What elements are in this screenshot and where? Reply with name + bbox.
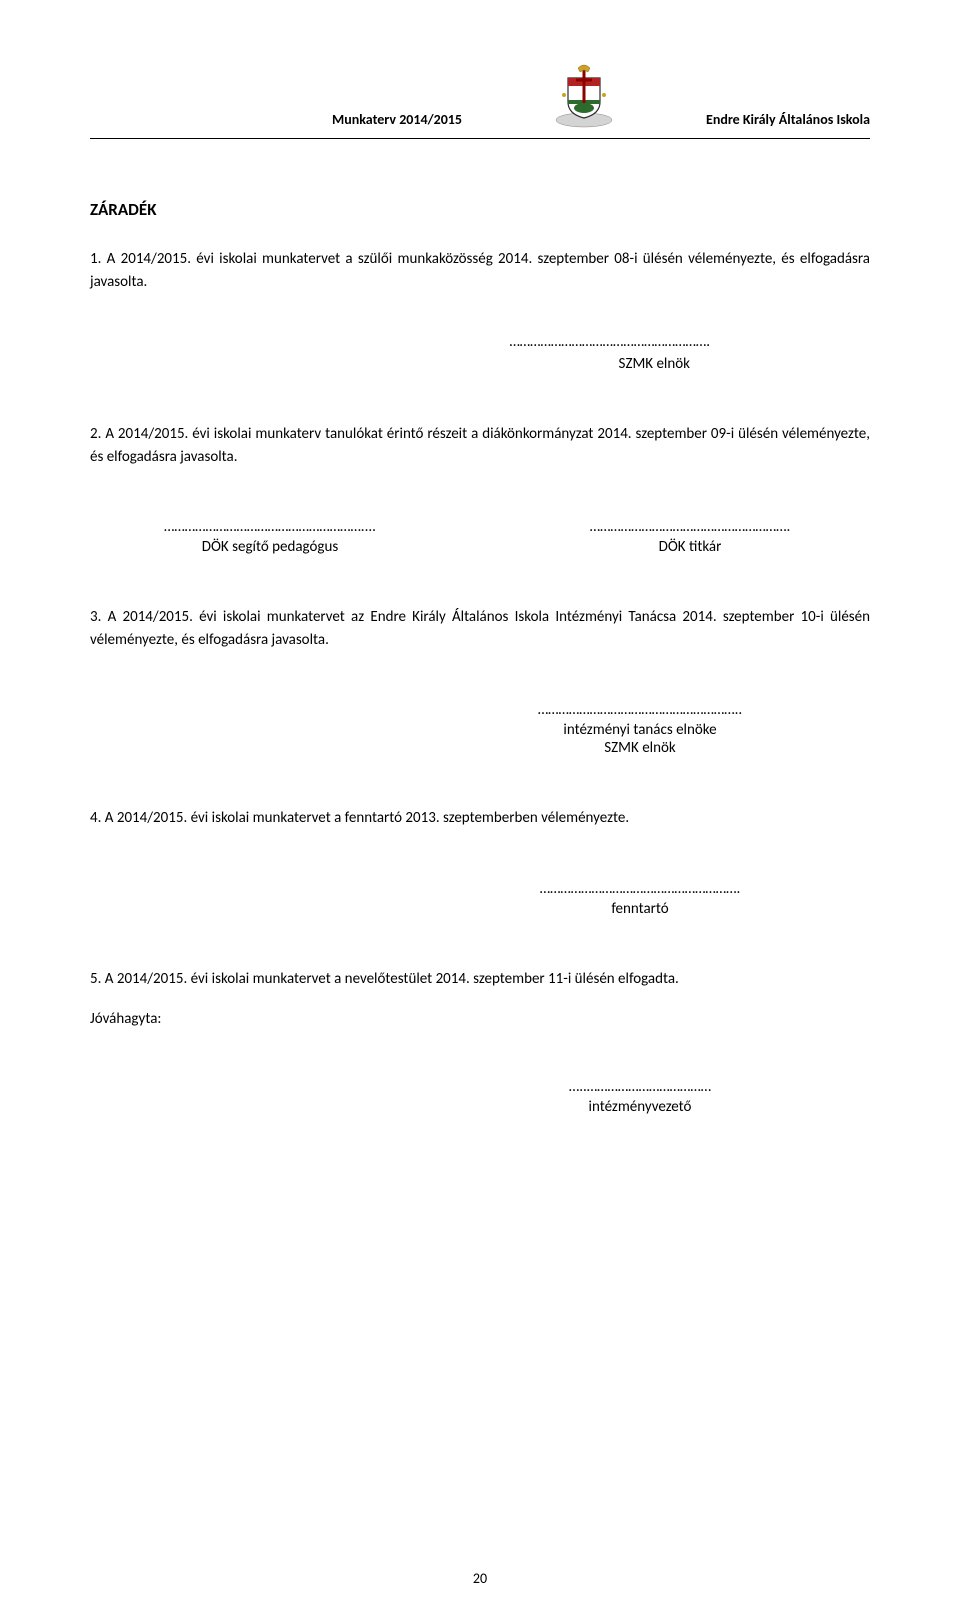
- signature-block-3: ………………………………………………….. intézményi tanács …: [90, 701, 870, 757]
- crest-svg: [552, 60, 616, 130]
- header-left-title: Munkaterv 2014/2015: [332, 111, 462, 130]
- paragraph-3: 3. A 2014/2015. évi iskolai munkatervet …: [90, 606, 870, 651]
- signature-5-line: …..………………………………: [410, 1078, 870, 1096]
- signature-2a-line: …………………………………………………....: [130, 518, 410, 536]
- signature-2a: ………………………………………………….... DÖK segítő pedag…: [130, 518, 410, 556]
- signature-4-line: ………………………………………………….: [410, 880, 870, 898]
- signature-1-line: ………………………………………………….: [90, 333, 870, 351]
- signature-2a-label: DÖK segítő pedagógus: [130, 538, 410, 556]
- signature-2b-line: ………………………………………………….: [550, 518, 830, 536]
- paragraph-5: 5. A 2014/2015. évi iskolai munkatervet …: [90, 968, 870, 991]
- school-crest: [552, 60, 616, 130]
- signature-3-label-2: SZMK elnök: [410, 739, 870, 757]
- signature-4-label: fenntartó: [410, 900, 870, 918]
- section-title: ZÁRADÉK: [90, 199, 870, 220]
- paragraph-1: 1. A 2014/2015. évi iskolai munkatervet …: [90, 248, 870, 293]
- signature-block-2: ………………………………………………….... DÖK segítő pedag…: [90, 518, 870, 556]
- document-page: Munkaterv 2014/2015 Endre Király Általán…: [0, 0, 960, 1617]
- paragraph-4: 4. A 2014/2015. évi iskolai munkatervet …: [90, 807, 870, 830]
- page-header: Munkaterv 2014/2015 Endre Király Általán…: [90, 60, 870, 139]
- signature-3-label-1: intézményi tanács elnöke: [410, 721, 870, 739]
- paragraph-2: 2. A 2014/2015. évi iskolai munkaterv ta…: [90, 423, 870, 468]
- signature-3-line: …………………………………………………..: [410, 701, 870, 719]
- signature-block-4: …………………………………………………. fenntartó: [90, 880, 870, 918]
- page-number: 20: [0, 1570, 960, 1587]
- header-right-title: Endre Király Általános Iskola: [706, 111, 870, 130]
- signature-5-label: intézményvezető: [410, 1098, 870, 1116]
- signature-1-label: SZMK elnök: [90, 355, 870, 373]
- approved-label: Jóváhagyta:: [90, 1010, 870, 1028]
- signature-block-5: …..……………………………… intézményvezető: [90, 1078, 870, 1116]
- signature-2b-label: DÖK titkár: [550, 538, 830, 556]
- signature-2b: …………………………………………………. DÖK titkár: [550, 518, 830, 556]
- signature-block-1: …………………………………………………. SZMK elnök: [90, 333, 870, 373]
